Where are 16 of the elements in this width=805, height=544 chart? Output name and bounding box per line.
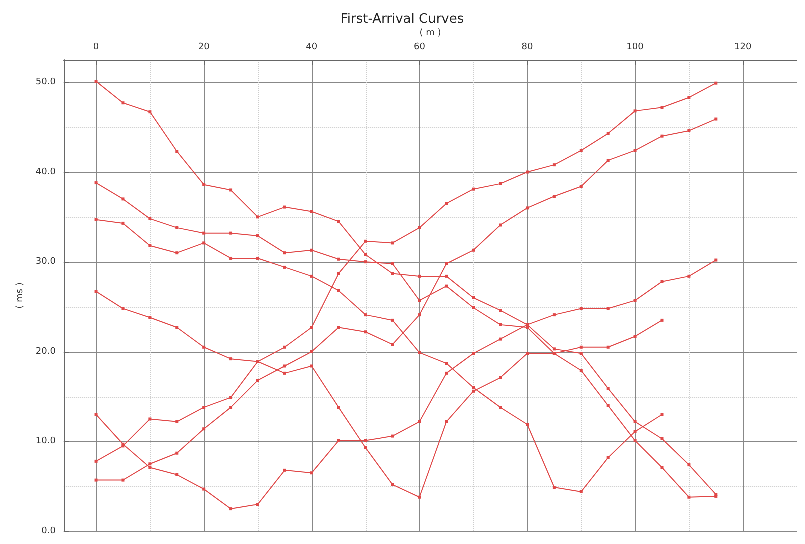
y-tick-label: 0.0 [42, 526, 56, 536]
x-axis-title: ( m ) [420, 28, 442, 39]
y-tick-label: 10.0 [36, 436, 56, 447]
x-tick-label: 60 [414, 42, 426, 52]
y-tick-label: 20.0 [36, 346, 56, 357]
x-tick-label: 100 [626, 42, 644, 52]
x-tick-label: 80 [522, 42, 534, 52]
x-tick-label: 120 [734, 42, 752, 52]
y-tick-label: 40.0 [36, 167, 56, 178]
y-axis-title: ( ms ) [16, 282, 26, 309]
y-tick-label: 30.0 [36, 257, 56, 268]
x-tick-label: 0 [93, 42, 100, 52]
chart-title: First-Arrival Curves [340, 12, 464, 27]
x-tick-label: 20 [198, 42, 210, 52]
x-tick-label: 40 [306, 42, 318, 52]
y-tick-label: 50.0 [36, 77, 56, 88]
